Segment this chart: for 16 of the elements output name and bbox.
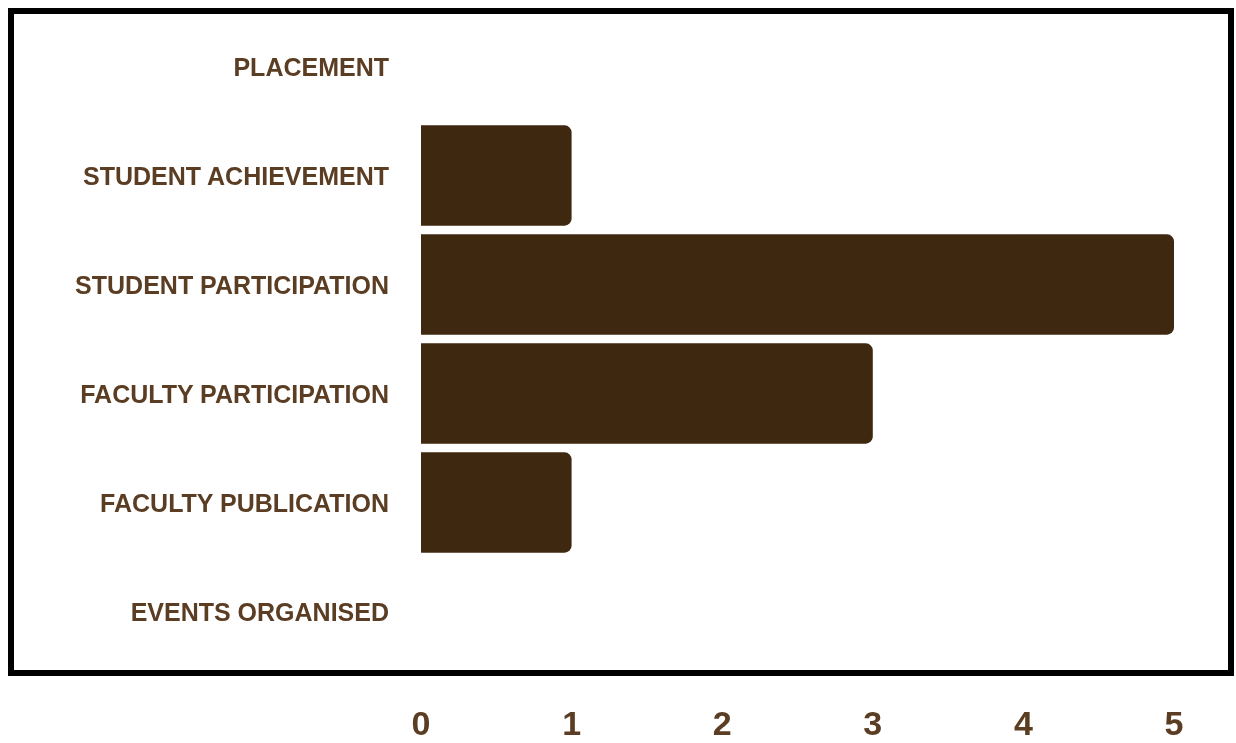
x-tick-label: 2 — [712, 704, 732, 742]
y-tick-label: STUDENT PARTICIPATION — [75, 270, 389, 299]
y-tick-label: EVENTS ORGANISED — [130, 597, 389, 626]
x-tick-label: 1 — [562, 704, 582, 742]
x-tick-label: 0 — [411, 704, 431, 742]
bar — [421, 125, 572, 226]
x-tick-label: 5 — [1164, 704, 1184, 742]
y-tick-label: PLACEMENT — [233, 52, 389, 81]
bar — [421, 343, 873, 444]
y-tick-label: FACULTY PARTICIPATION — [80, 379, 389, 408]
bar — [421, 234, 1174, 335]
bar — [421, 452, 572, 553]
x-tick-label: 3 — [863, 704, 883, 742]
y-tick-label: STUDENT ACHIEVEMENT — [82, 161, 389, 190]
x-tick-label: 4 — [1013, 704, 1033, 742]
y-tick-label: FACULTY PUBLICATION — [100, 488, 389, 517]
